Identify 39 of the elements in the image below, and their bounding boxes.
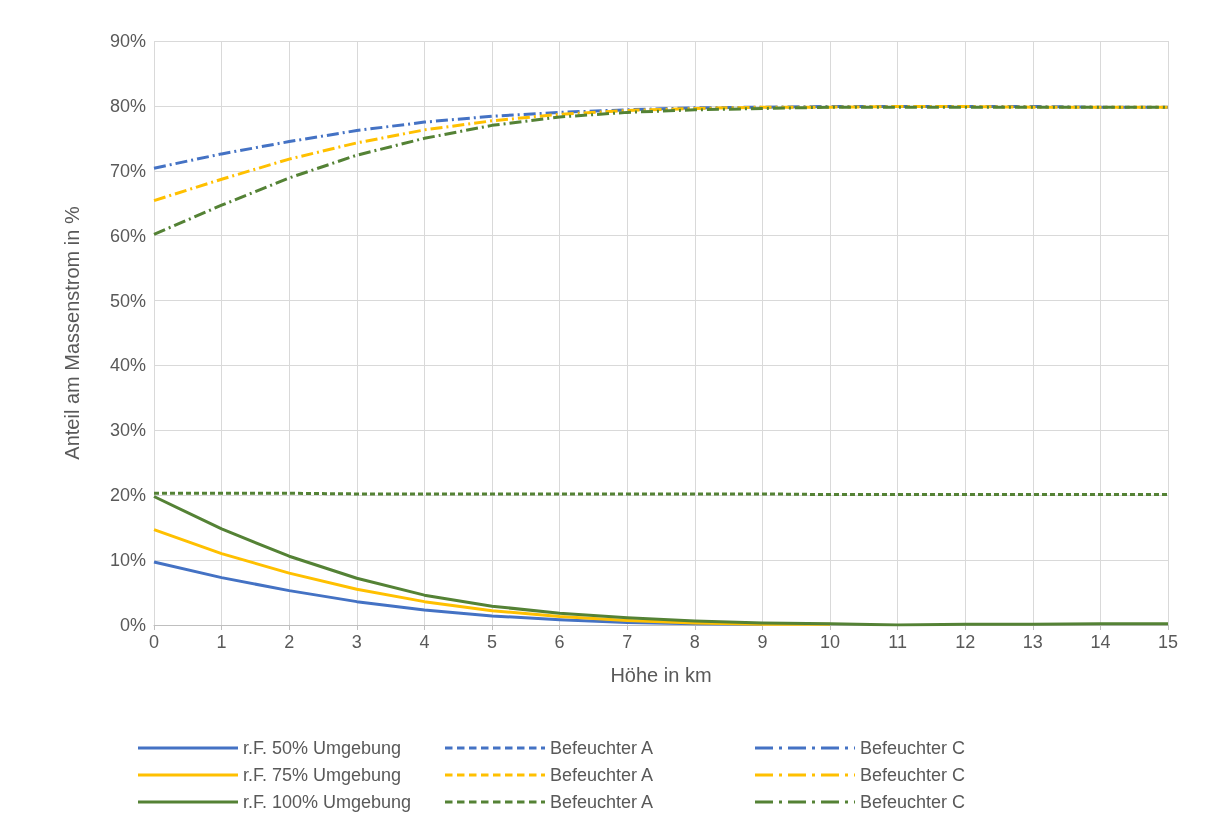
line-series	[152, 495, 1170, 627]
y-tick-label: 10%	[109, 550, 146, 571]
x-tick-label: 2	[284, 632, 295, 652]
y-tick-label: 30%	[109, 420, 146, 441]
y-tick-label: 20%	[109, 485, 146, 506]
y-tick-label: 40%	[109, 355, 146, 376]
x-tick-label: 5	[486, 632, 498, 652]
y-axis-title: Anteil am Massenstrom in %	[61, 206, 83, 460]
y-tick-label: 0%	[119, 615, 146, 635]
legend-label: Befeuchter C	[860, 738, 966, 758]
legend-label: r.F. 100% Umgebung	[243, 792, 412, 812]
legend-label: Befeuchter C	[860, 792, 966, 812]
legend-label: r.F. 75% Umgebung	[243, 765, 402, 785]
x-axis-title: Höhe in km	[610, 664, 712, 686]
x-tick-label: 15	[1157, 632, 1179, 652]
y-tick-label: 70%	[109, 160, 146, 181]
x-tick-label: 0	[148, 632, 160, 652]
legend-label: Befeuchter A	[550, 738, 654, 758]
legend-label: Befeuchter A	[550, 792, 654, 812]
x-tick-label: 1	[216, 632, 227, 652]
legend-label: r.F. 50% Umgebung	[243, 738, 402, 758]
line-series	[152, 105, 1170, 203]
x-tick-label: 13	[1022, 632, 1043, 652]
x-tick-label: 12	[955, 632, 976, 652]
y-tick-label: 50%	[109, 290, 146, 311]
x-tick-label: 10	[819, 632, 841, 652]
x-tick-label: 14	[1090, 632, 1111, 652]
y-tick-label: 60%	[109, 225, 146, 246]
x-tick-label: 8	[689, 632, 700, 652]
x-tick-label: 3	[351, 632, 362, 652]
legend-label: Befeuchter C	[860, 765, 966, 785]
y-tick-label: 90%	[109, 31, 146, 51]
y-tick-label: 80%	[109, 95, 146, 116]
legend-label: Befeuchter A	[550, 765, 654, 785]
x-tick-label: 4	[419, 632, 430, 652]
x-tick-label: 11	[888, 632, 907, 652]
x-tick-label: 9	[757, 632, 768, 652]
x-tick-label: 6	[554, 632, 565, 652]
x-tick-label: 7	[622, 632, 633, 652]
